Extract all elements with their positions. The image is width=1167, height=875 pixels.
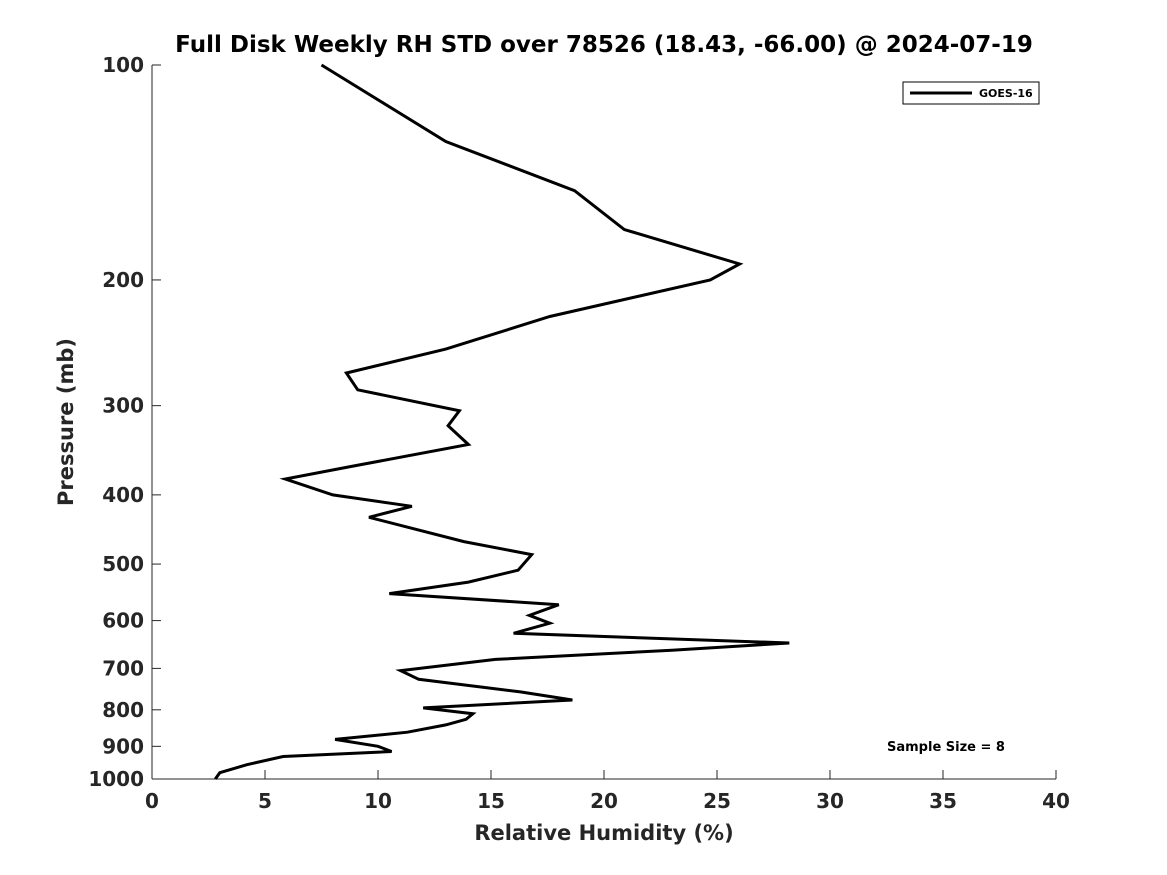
legend: GOES-16 xyxy=(902,81,1040,105)
x-tick-label: 20 xyxy=(590,789,618,813)
y-tick-label: 800 xyxy=(102,698,144,722)
series-group xyxy=(214,63,790,780)
y-tick-label: 300 xyxy=(102,394,144,418)
y-tick-label: 600 xyxy=(102,609,144,633)
x-tick-label: 0 xyxy=(145,789,159,813)
y-tick-label: 500 xyxy=(102,552,144,576)
x-tick-label: 15 xyxy=(477,789,505,813)
x-tick-label: 5 xyxy=(258,789,272,813)
x-tick-label: 40 xyxy=(1042,789,1070,813)
y-tick-label: 100 xyxy=(102,53,144,77)
x-axis-label: Relative Humidity (%) xyxy=(474,821,733,845)
y-tick-label: 1000 xyxy=(88,767,144,791)
y-tick-label: 200 xyxy=(102,268,144,292)
legend-entry-goes-16: GOES-16 xyxy=(979,87,1033,100)
y-axis-label: Pressure (mb) xyxy=(54,338,78,506)
series-line-goes-16 xyxy=(214,63,790,780)
x-tick-label: 10 xyxy=(364,789,392,813)
sample-size-annotation: Sample Size = 8 xyxy=(887,740,1005,755)
x-axis-ticks: 0 5 10 15 20 25 30 35 40 xyxy=(145,770,1070,813)
y-tick-label: 900 xyxy=(102,734,144,758)
chart-title: Full Disk Weekly RH STD over 78526 (18.4… xyxy=(175,32,1033,58)
y-tick-label: 700 xyxy=(102,656,144,680)
x-tick-label: 35 xyxy=(929,789,957,813)
x-tick-label: 25 xyxy=(703,789,731,813)
y-tick-label: 400 xyxy=(102,483,144,507)
x-tick-label: 30 xyxy=(816,789,844,813)
y-axis-ticks: 100 200 300 400 500 600 700 800 900 1000 xyxy=(88,53,161,791)
